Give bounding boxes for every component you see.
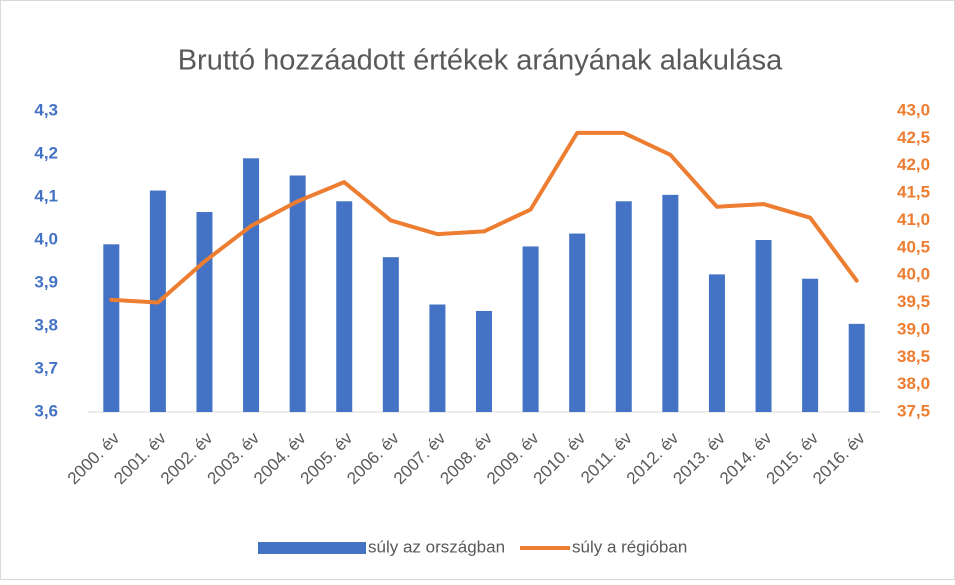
bar	[615, 201, 632, 412]
y-tick-label: 4,0	[34, 229, 58, 248]
bar	[429, 304, 446, 412]
bar	[802, 278, 819, 412]
y-tick-label: 4,2	[34, 143, 58, 162]
bar	[755, 240, 772, 412]
y2-tick-label: 40,5	[897, 237, 930, 256]
y2-tick-label: 37,5	[897, 401, 930, 420]
y-tick-label: 3,9	[34, 272, 58, 291]
y-tick-label: 3,6	[34, 401, 58, 420]
legend-label: súly a régióban	[572, 537, 687, 556]
y2-tick-label: 42,0	[897, 155, 930, 174]
y2-tick-label: 42,5	[897, 128, 930, 147]
bar	[196, 212, 213, 412]
line	[109, 130, 859, 305]
y2-tick-label: 39,5	[897, 292, 930, 311]
bar	[522, 246, 539, 412]
y2-tick-label: 41,5	[897, 183, 930, 202]
bar	[569, 233, 586, 412]
legend-label: súly az országban	[368, 537, 505, 556]
bar	[662, 194, 679, 412]
y-tick-label: 3,7	[34, 358, 58, 377]
y2-tick-label: 43,0	[897, 100, 930, 119]
legend-swatch	[258, 542, 366, 554]
y-tick-label: 4,3	[34, 100, 58, 119]
y-tick-label: 3,8	[34, 315, 58, 334]
bar	[848, 323, 865, 412]
y2-tick-label: 40,0	[897, 265, 930, 284]
bar	[243, 158, 260, 412]
y-tick-label: 4,1	[34, 186, 58, 205]
bar	[708, 274, 725, 412]
bar	[103, 244, 120, 412]
y2-tick-label: 39,0	[897, 319, 930, 338]
bar	[289, 175, 306, 412]
bar	[476, 310, 492, 412]
bar	[382, 257, 399, 412]
chart-title: Bruttó hozzáadott értékek arányának alak…	[178, 45, 783, 77]
y2-tick-label: 38,0	[897, 374, 930, 393]
bar	[336, 201, 353, 412]
y2-tick-label: 41,0	[897, 210, 930, 229]
y2-tick-label: 38,5	[897, 347, 930, 366]
